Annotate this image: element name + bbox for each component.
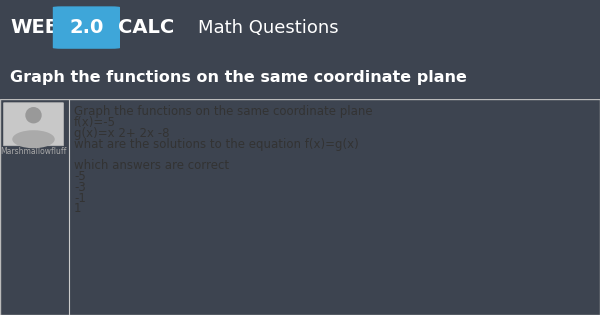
- Text: CALC: CALC: [118, 18, 174, 37]
- Text: Marshmallowfluff: Marshmallowfluff: [1, 147, 67, 156]
- Text: 1: 1: [74, 203, 82, 215]
- Text: Graph the functions on the same coordinate plane: Graph the functions on the same coordina…: [74, 105, 373, 118]
- Text: WEB: WEB: [11, 18, 60, 37]
- Text: -1: -1: [74, 192, 86, 205]
- Text: -3: -3: [74, 181, 86, 194]
- Text: f(x)=-5: f(x)=-5: [74, 116, 116, 129]
- FancyBboxPatch shape: [4, 103, 64, 146]
- Text: 2.0: 2.0: [69, 18, 104, 37]
- Text: Math Questions: Math Questions: [198, 19, 338, 37]
- FancyBboxPatch shape: [53, 6, 120, 49]
- Text: -5: -5: [74, 170, 86, 183]
- Circle shape: [26, 108, 41, 123]
- Ellipse shape: [12, 130, 55, 148]
- Text: which answers are correct: which answers are correct: [74, 159, 229, 172]
- Text: g(x)=x 2+ 2x -8: g(x)=x 2+ 2x -8: [74, 127, 170, 140]
- Text: what are the solutions to the equation f(x)=g(x): what are the solutions to the equation f…: [74, 138, 359, 151]
- Text: Graph the functions on the same coordinate plane: Graph the functions on the same coordina…: [10, 70, 466, 85]
